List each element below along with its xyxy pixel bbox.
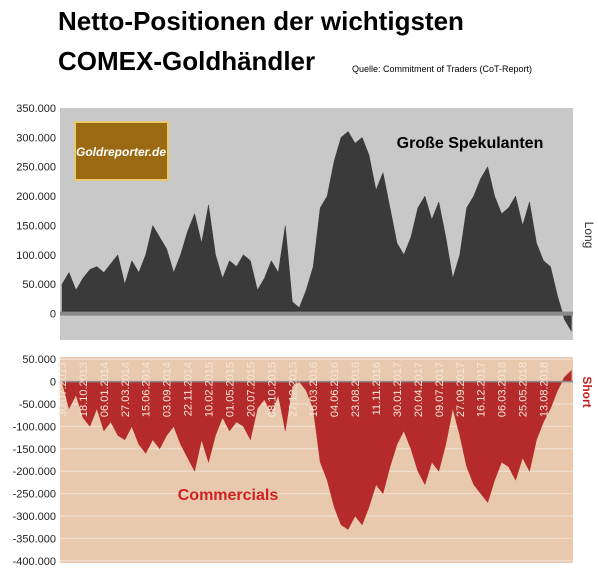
y-tick-label: -150.000 — [13, 444, 56, 456]
y-tick-label: 300.000 — [16, 132, 56, 144]
source: Quelle: Commitment of Traders (CoT-Repor… — [352, 64, 532, 74]
x-tick-label: 03.09.2014 — [162, 362, 174, 417]
y-tick-label: -200.000 — [13, 466, 56, 478]
x-tick-label: 22.11.2014 — [183, 362, 195, 416]
x-tick-label: 04.06.2016 — [329, 362, 341, 417]
x-tick-label: 13.08.2018 — [538, 362, 550, 417]
logo: Goldreporter.de — [76, 145, 166, 159]
x-tick-label: 27.09.2017 — [455, 362, 467, 417]
y-tick-label: 200.000 — [16, 191, 56, 203]
x-tick-label: 30.01.2017 — [392, 362, 404, 417]
x-tick-label: 27.03.2014 — [120, 362, 132, 417]
title-line: COMEX-Goldhändler — [58, 46, 315, 76]
y-tick-label: 50.000 — [22, 279, 56, 291]
y-tick-label: -400.000 — [13, 556, 56, 568]
x-tick-label: 20.04.2017 — [413, 362, 425, 417]
x-tick-label: 06.03.2018 — [497, 362, 509, 417]
x-tick-label: 06.01.2014 — [99, 362, 111, 417]
annotation: Große Spekulanten — [397, 135, 544, 152]
y-tick-label: 250.000 — [16, 162, 56, 174]
y-tick-label: -350.000 — [13, 533, 56, 545]
x-tick-label: 16.03.2016 — [308, 362, 320, 417]
x-tick-label: 18.10.2013 — [78, 362, 90, 417]
x-tick-label: 25.05.2018 — [518, 362, 530, 417]
x-tick-label: 27.12.2015 — [287, 362, 299, 417]
y-tick-label: 0 — [50, 377, 56, 389]
x-tick-label: 08.10.2015 — [266, 362, 278, 417]
x-tick-label: 01.05.2015 — [224, 362, 236, 417]
axis-side-label: Long — [582, 222, 596, 249]
x-tick-label: 15.06.2014 — [141, 362, 153, 417]
y-tick-label: 50.000 — [22, 354, 56, 366]
y-tick-label: 350.000 — [16, 103, 56, 115]
y-tick-label: 100.000 — [16, 250, 56, 262]
y-tick-label: -250.000 — [13, 489, 56, 501]
y-tick-label: 0 — [50, 309, 56, 321]
x-tick-label: 16.12.2017 — [476, 362, 488, 417]
x-tick-label: 20.07.2015 — [245, 362, 257, 417]
axis-side-label: Short — [580, 376, 594, 407]
annotation: Commercials — [178, 487, 279, 504]
x-tick-label: 10.02.2015 — [204, 362, 216, 417]
title-line: Netto-Positionen der wichtigsten — [58, 6, 464, 36]
logo-box — [74, 121, 169, 181]
y-tick-label: -300.000 — [13, 511, 56, 523]
x-tick-label: 09.07.2017 — [434, 362, 446, 417]
y-tick-label: -100.000 — [13, 421, 56, 433]
x-tick-label: 11.11.2016 — [371, 362, 383, 415]
area — [61, 131, 572, 333]
y-tick-label: -50.000 — [19, 399, 56, 411]
area — [61, 369, 572, 530]
x-tick-label: 30.07.2013 — [57, 362, 69, 417]
y-tick-label: 150.000 — [16, 220, 56, 232]
x-tick-label: 23.08.2016 — [350, 362, 362, 417]
